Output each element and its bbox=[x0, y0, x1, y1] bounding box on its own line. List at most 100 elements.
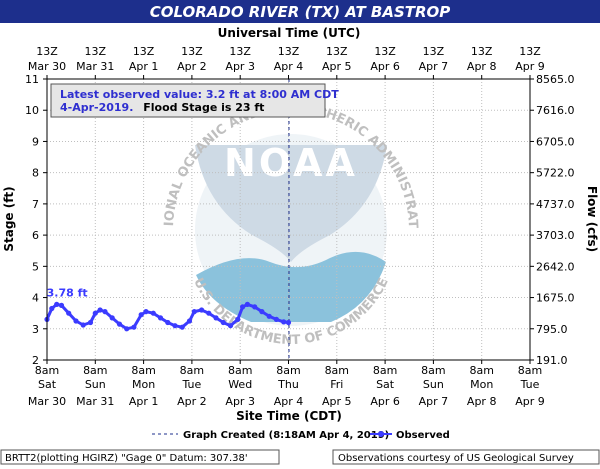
top-tick-date: Apr 2 bbox=[177, 60, 207, 73]
top-ticks: 13Z Mar 30 13Z Mar 31 13Z Apr 1 13Z Apr 2 13Z Apr… bbox=[28, 45, 545, 79]
flood-stage-text: Flood Stage is 23 ft bbox=[143, 101, 264, 114]
bottom-tick-time: 8am bbox=[83, 364, 107, 377]
bottom-tick-date: Apr 9 bbox=[515, 395, 545, 408]
peak-label: 3.78 ft bbox=[47, 286, 88, 299]
bottom-tick-date: Mar 30 bbox=[28, 395, 66, 408]
bottom-axis-title: Site Time (CDT) bbox=[236, 409, 342, 423]
right-tick-label: 4737.0 bbox=[536, 198, 575, 211]
left-tick-label: 8 bbox=[32, 167, 39, 180]
observed-point bbox=[102, 309, 108, 315]
right-tick-label: 5722.0 bbox=[536, 167, 575, 180]
observed-point bbox=[150, 310, 156, 316]
top-tick-date: Apr 1 bbox=[129, 60, 159, 73]
left-tick-label: 11 bbox=[25, 73, 39, 86]
bottom-tick-date: Apr 2 bbox=[177, 395, 207, 408]
top-tick-date: Apr 6 bbox=[370, 60, 400, 73]
bottom-tick-time: 8am bbox=[469, 364, 493, 377]
top-tick-date: Mar 31 bbox=[76, 60, 114, 73]
observed-point bbox=[285, 319, 292, 326]
bottom-tick-day: Tue bbox=[520, 378, 540, 391]
left-tick-label: 7 bbox=[32, 198, 39, 211]
bottom-tick-day: Sat bbox=[376, 378, 395, 391]
observed-point bbox=[138, 312, 144, 318]
bottom-tick-day: Tue bbox=[182, 378, 202, 391]
observed-point bbox=[259, 309, 265, 315]
bottom-tick-date: Apr 1 bbox=[129, 395, 159, 408]
legend: Graph Created (8:18AM Apr 4, 2019) Obser… bbox=[152, 430, 450, 441]
bottom-tick-time: 8am bbox=[35, 364, 59, 377]
top-tick-label: 13Z bbox=[326, 45, 348, 58]
top-tick-date: Apr 9 bbox=[515, 60, 545, 73]
bottom-tick-date: Apr 7 bbox=[419, 395, 449, 408]
legend-created-label: Graph Created (8:18AM Apr 4, 2019) bbox=[183, 430, 389, 441]
observed-point bbox=[266, 313, 272, 319]
bottom-tick-date: Mar 31 bbox=[76, 395, 114, 408]
right-tick-label: 191.0 bbox=[536, 354, 568, 367]
right-axis-title: Flow (cfs) bbox=[585, 186, 599, 252]
footer-right-box bbox=[332, 449, 600, 465]
left-tick-label: 6 bbox=[32, 229, 39, 242]
right-tick-label: 795.0 bbox=[536, 323, 568, 336]
observed-point bbox=[220, 319, 226, 326]
right-tick-label: 7616.0 bbox=[536, 104, 575, 117]
observed-point bbox=[58, 302, 65, 308]
top-tick-date: Apr 4 bbox=[274, 60, 304, 73]
bottom-tick-time: 8am bbox=[325, 364, 349, 377]
observed-point bbox=[116, 321, 123, 327]
top-tick-label: 13Z bbox=[85, 45, 107, 58]
observed-point bbox=[206, 310, 212, 316]
bottom-tick-time: 8am bbox=[518, 364, 542, 377]
bottom-tick-time: 8am bbox=[228, 364, 252, 377]
top-tick-date: Apr 8 bbox=[467, 60, 497, 73]
top-axis-title: Universal Time (UTC) bbox=[218, 26, 361, 40]
left-tick-label: 10 bbox=[25, 104, 39, 117]
top-tick-label: 13Z bbox=[229, 45, 251, 58]
top-tick-label: 13Z bbox=[278, 45, 300, 58]
observed-point bbox=[235, 316, 241, 322]
footer-datum-text: BRTT2(plotting HGIRZ) "Gage 0" Datum: 30… bbox=[5, 453, 248, 464]
observed-point bbox=[199, 307, 205, 313]
observed-point bbox=[227, 323, 234, 329]
bottom-tick-day: Fri bbox=[330, 378, 343, 391]
bottom-tick-date: Apr 6 bbox=[370, 395, 400, 408]
top-tick-label: 13Z bbox=[133, 45, 155, 58]
observed-series bbox=[44, 301, 292, 332]
footer-left-box bbox=[0, 449, 280, 465]
bottom-tick-time: 8am bbox=[421, 364, 445, 377]
observed-point bbox=[97, 307, 103, 313]
left-ticks: 2 3 4 5 6 7 8 9 10 11 bbox=[25, 73, 47, 367]
top-tick-date: Apr 5 bbox=[322, 60, 352, 73]
observed-point bbox=[191, 309, 197, 315]
latest-value-line2: 4-Apr-2019. Flood Stage is 23 ft bbox=[60, 101, 264, 114]
observed-point bbox=[157, 315, 164, 321]
bottom-tick-date: Apr 8 bbox=[467, 395, 497, 408]
noaa-logo-text: NOAA bbox=[224, 141, 358, 185]
top-tick-date: Apr 7 bbox=[419, 60, 449, 73]
bottom-tick-time: 8am bbox=[276, 364, 300, 377]
left-tick-label: 4 bbox=[32, 292, 39, 305]
observed-point bbox=[172, 323, 178, 329]
top-tick-label: 13Z bbox=[374, 45, 396, 58]
left-tick-label: 3 bbox=[32, 323, 39, 336]
top-tick-label: 13Z bbox=[423, 45, 445, 58]
observed-point bbox=[213, 315, 219, 321]
bottom-tick-day: Sun bbox=[85, 378, 106, 391]
left-tick-label: 2 bbox=[32, 354, 39, 367]
bottom-tick-time: 8am bbox=[180, 364, 204, 377]
bottom-tick-date: Apr 4 bbox=[274, 395, 304, 408]
latest-value-line1: Latest observed value: 3.2 ft at 8:00 AM… bbox=[60, 88, 339, 101]
latest-value-date: 4-Apr-2019. bbox=[60, 101, 133, 114]
bottom-tick-day: Mon bbox=[132, 378, 155, 391]
right-tick-label: 6705.0 bbox=[536, 135, 575, 148]
observed-point bbox=[73, 318, 79, 324]
bottom-tick-day: Thu bbox=[277, 378, 299, 391]
top-tick-label: 13Z bbox=[181, 45, 203, 58]
observed-point bbox=[49, 305, 55, 312]
observed-point bbox=[66, 310, 72, 316]
top-tick-date: Apr 3 bbox=[225, 60, 255, 73]
legend-observed-label: Observed bbox=[396, 430, 450, 441]
observed-point bbox=[179, 324, 185, 330]
latest-value-box bbox=[50, 83, 326, 118]
